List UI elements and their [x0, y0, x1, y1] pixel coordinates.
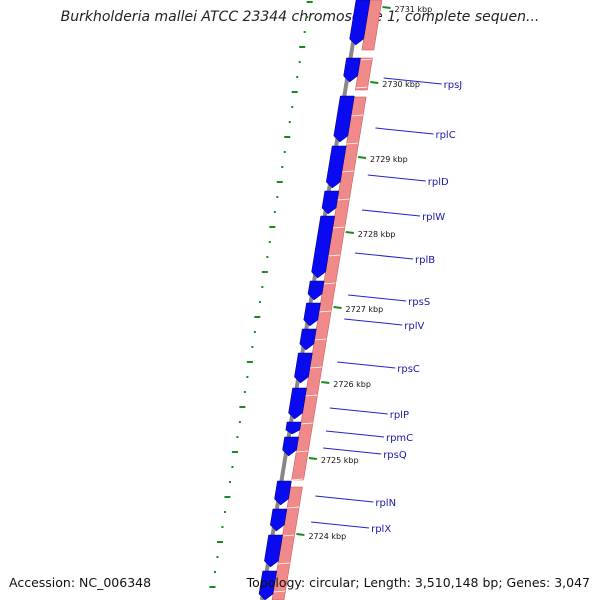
reverse-gene-separator [277, 562, 290, 565]
forward-gene-arrow [282, 436, 299, 457]
kbp-tick [321, 381, 330, 384]
reverse-gene-block [291, 96, 367, 481]
forward-gene-arrow [269, 508, 288, 532]
forward-gene-arrow [264, 534, 283, 568]
reverse-gene-separator [282, 534, 295, 537]
reverse-gene-separator [314, 338, 327, 341]
kbp-tick [333, 306, 342, 309]
gene-label-rplN: rplN [375, 498, 396, 509]
reverse-gene-separator [286, 506, 300, 509]
gene-leader-line [367, 174, 426, 182]
forward-gene-arrow [326, 145, 347, 189]
forward-gene-arrow [307, 280, 325, 301]
kbp-tick [345, 231, 354, 234]
gene-leader-line [311, 521, 370, 529]
kbp-label: 2729 kbp [370, 155, 408, 164]
gene-label-rplB: rplB [415, 255, 435, 266]
map-title: Burkholderia mallei ATCC 23344 chromosom… [60, 9, 540, 25]
kbp-label: 2728 kbp [358, 230, 396, 239]
gene-leader-line [325, 430, 385, 438]
gene-leader-line [329, 407, 388, 415]
forward-gene-arrow [285, 421, 302, 435]
forward-gene-arrow [288, 387, 307, 420]
gc-skew-ticks [209, 1, 313, 588]
gene-leader-line [337, 361, 396, 369]
gene-label-rpsQ: rpsQ [383, 450, 407, 461]
reverse-gene-block [271, 486, 303, 600]
forward-strand-genes [258, 0, 371, 600]
topology-label: Topology: circular; Length: 3,510,148 bp… [246, 575, 590, 590]
reverse-gene-block [355, 57, 373, 91]
forward-gene-arrow [294, 352, 313, 384]
kbp-tick [382, 6, 391, 9]
reverse-strand-track [271, 0, 383, 600]
kbp-tick [357, 156, 367, 159]
reverse-gene-separator [337, 198, 350, 201]
kbp-label: 2727 kbp [346, 305, 384, 314]
reverse-gene-separator [296, 450, 309, 453]
kbp-label: 2726 kbp [333, 380, 371, 389]
gene-label-rpmC: rpmC [386, 433, 413, 444]
kbp-label: 2731 kbp [395, 5, 433, 14]
gene-label-rplC: rplC [435, 130, 455, 141]
forward-gene-arrow [333, 95, 355, 143]
gene-leader-line [375, 127, 434, 135]
gene-leader-line [362, 209, 421, 217]
reverse-gene-separator [291, 478, 304, 481]
reverse-gene-separator [319, 310, 332, 313]
gene-label-rplX: rplX [371, 524, 391, 535]
reverse-gene-separator [360, 58, 373, 61]
reverse-gene-separator [346, 142, 359, 145]
reverse-gene-separator [305, 394, 318, 397]
gene-label-rpsJ: rpsJ [444, 80, 463, 91]
kbp-label: 2730 kbp [382, 80, 420, 89]
gene-label-rplW: rplW [422, 212, 445, 223]
gene-label-rplV: rplV [404, 321, 424, 332]
reverse-gene-separator [328, 254, 341, 257]
gene-leader-line [383, 77, 442, 85]
forward-gene-arrow [303, 302, 321, 327]
gene-labels: rpsJ rplC rplD rplW rplB rpsS rplV rpsC rplP rpmC… [311, 77, 463, 535]
reverse-gene-separator [332, 226, 345, 229]
reverse-gene-separator [309, 366, 322, 369]
reverse-gene-separator [300, 422, 313, 425]
reverse-gene-separator [355, 86, 368, 89]
reverse-gene-separator [341, 170, 354, 173]
kbp-label: 2724 kbp [308, 532, 346, 541]
forward-gene-arrow [311, 215, 336, 279]
gene-label-rpsS: rpsS [408, 297, 430, 308]
gene-leader-line [354, 252, 414, 260]
gene-leader-line [348, 294, 407, 302]
forward-gene-arrow [349, 0, 371, 46]
kbp-tick [308, 457, 317, 460]
gene-leader-line [344, 318, 403, 326]
forward-gene-arrow [258, 570, 278, 600]
kbp-label: 2725 kbp [321, 456, 359, 465]
gene-leader-line [323, 447, 382, 455]
forward-gene-arrow [299, 328, 317, 351]
gene-label-rplD: rplD [428, 177, 449, 188]
gene-leader-line [315, 495, 374, 503]
reverse-gene-separator [273, 590, 286, 593]
forward-gene-arrow [321, 190, 340, 215]
forward-gene-arrow [343, 57, 361, 83]
forward-gene-arrow [274, 480, 292, 506]
kbp-tick [370, 81, 379, 84]
reverse-gene-separator [323, 282, 336, 285]
accession-label: Accession: NC_006348 [9, 575, 152, 590]
kbp-tick [296, 533, 305, 536]
kbp-scale: 2731 kbp 2730 kbp 2729 kbp 2728 kbp 2727 kbp… [296, 5, 432, 541]
reverse-gene-separator [351, 114, 364, 117]
gene-label-rpsC: rpsC [397, 364, 420, 375]
gene-label-rplP: rplP [390, 410, 409, 421]
